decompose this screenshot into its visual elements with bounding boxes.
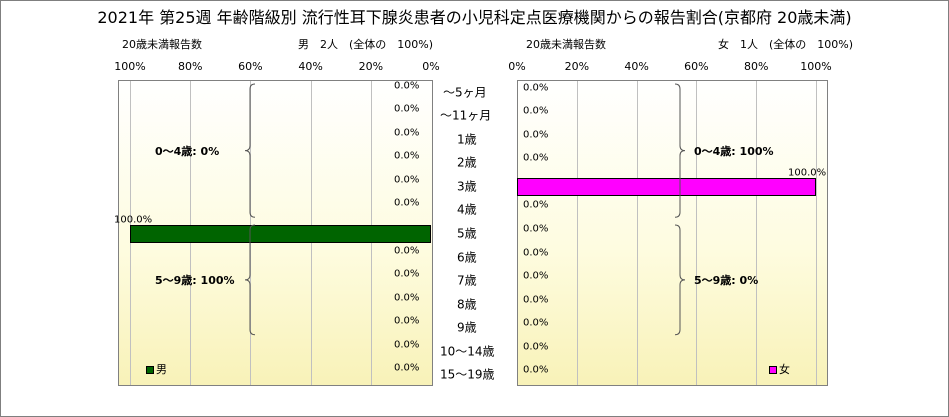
right-data-label: 0.0%	[523, 247, 549, 259]
left-group-label: 0～4歳: 0%	[155, 144, 220, 158]
left-data-label: 0.0%	[394, 268, 420, 280]
left-data-label: 0.0%	[394, 80, 420, 92]
age-category-label: 2歳	[457, 155, 477, 170]
left-data-label: 0.0%	[394, 362, 420, 374]
right-x-tick-label: 40%	[624, 60, 649, 73]
left-x-tick-label: 40%	[298, 60, 323, 73]
left-x-tick-label: 100%	[114, 60, 146, 73]
right-data-label: 0.0%	[523, 199, 549, 211]
age-category-label: ～11ヶ月	[440, 108, 492, 123]
left-data-label: 0.0%	[394, 150, 420, 162]
right-x-tick-label: 60%	[684, 60, 709, 73]
age-category-label: 10～14歳	[440, 344, 495, 359]
left-bar	[130, 225, 431, 243]
left-legend-label: 男	[156, 363, 167, 376]
right-data-label: 0.0%	[523, 129, 549, 141]
chart-title: 2021年 第25週 年齢階級別 流行性耳下腺炎患者の小児科定点医療機関からの報…	[97, 8, 852, 27]
left-data-label: 0.0%	[394, 197, 420, 209]
left-data-label: 0.0%	[394, 174, 420, 186]
left-legend: 男	[146, 361, 167, 377]
left-data-label: 0.0%	[394, 292, 420, 304]
right-x-tick-label: 80%	[743, 60, 769, 73]
right-legend: 女	[769, 361, 790, 377]
left-group-brace	[244, 224, 256, 336]
left-x-tick-label: 60%	[238, 60, 263, 73]
right-data-label: 0.0%	[523, 82, 549, 94]
left-group-brace	[244, 83, 256, 218]
age-category-label: 8歳	[457, 297, 477, 312]
age-category-label: 15～19歳	[440, 367, 495, 382]
age-category-label: 3歳	[457, 179, 477, 194]
right-gridline	[756, 81, 758, 385]
right-gridline	[816, 81, 817, 385]
age-category-label: 6歳	[457, 250, 477, 265]
left-x-tick-label: 20%	[358, 60, 384, 73]
age-category-label: ～5ヶ月	[443, 85, 487, 100]
right-group-brace	[674, 83, 686, 218]
male-summary: 男 2人 (全体の 100%)	[298, 38, 434, 51]
right-x-tick-label: 20%	[564, 60, 590, 73]
right-gridline	[576, 81, 578, 385]
right-data-label: 0.0%	[523, 270, 549, 282]
age-category-label: 5歳	[457, 226, 477, 241]
age-category-label: 9歳	[457, 320, 477, 335]
right-plot-area	[517, 80, 828, 386]
left-data-label: 100.0%	[114, 214, 153, 226]
right-data-label: 0.0%	[523, 152, 549, 164]
male-count-label: 20歳未満報告数	[122, 38, 202, 51]
age-category-label: 7歳	[457, 273, 477, 288]
right-data-label: 0.0%	[523, 364, 549, 376]
right-x-tick-label: 100%	[800, 60, 832, 73]
right-data-label: 100.0%	[788, 167, 827, 179]
right-bar	[517, 177, 816, 196]
left-data-label: 0.0%	[394, 245, 420, 257]
right-legend-swatch	[769, 366, 777, 374]
age-category-label: 4歳	[457, 202, 477, 217]
right-group-label: 0～4歳: 100%	[694, 144, 774, 158]
right-data-label: 0.0%	[523, 105, 549, 117]
right-data-label: 0.0%	[523, 341, 549, 353]
female-count-label: 20歳未満報告数	[526, 38, 606, 51]
left-data-label: 0.0%	[394, 103, 420, 115]
right-data-label: 0.0%	[523, 223, 549, 235]
left-x-tick-label: 0%	[422, 60, 440, 73]
left-group-label: 5～9歳: 100%	[155, 274, 235, 288]
left-data-label: 0.0%	[394, 339, 420, 351]
right-group-brace	[674, 224, 686, 336]
right-legend-label: 女	[779, 363, 790, 376]
right-group-label: 5～9歳: 0%	[694, 274, 759, 288]
right-data-label: 0.0%	[523, 317, 549, 329]
age-category-label: 1歳	[457, 132, 477, 147]
left-legend-swatch	[146, 366, 154, 374]
left-data-label: 0.0%	[394, 315, 420, 327]
right-gridline	[696, 81, 698, 385]
female-summary: 女 1人 (全体の 100%)	[718, 38, 854, 51]
right-data-label: 0.0%	[523, 294, 549, 306]
right-gridline	[636, 81, 638, 385]
left-x-tick-label: 80%	[177, 60, 203, 73]
right-x-tick-label: 0%	[508, 60, 526, 73]
left-data-label: 0.0%	[394, 127, 420, 139]
